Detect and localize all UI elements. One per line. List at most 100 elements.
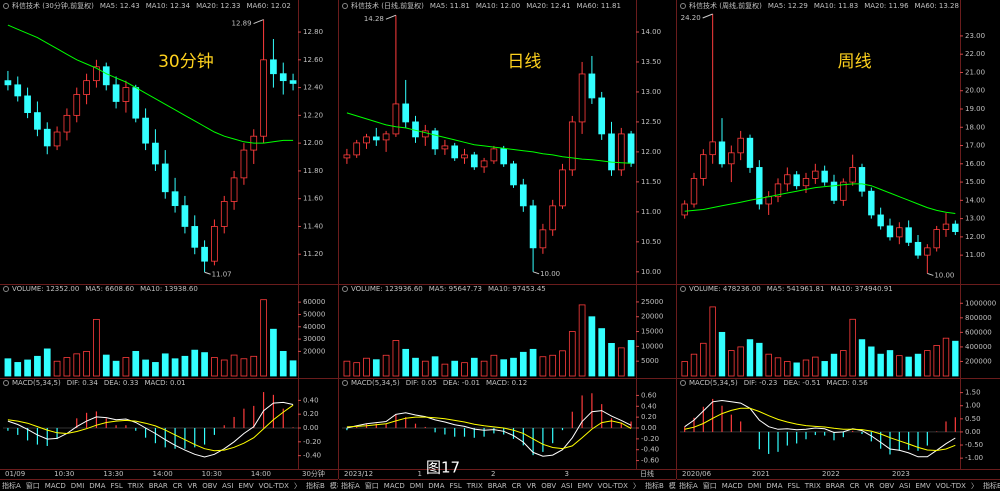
ma60-line	[684, 183, 956, 214]
x-tick-label: 14:00	[153, 470, 173, 478]
tab[interactable]: OBV	[541, 482, 556, 490]
candle-body	[840, 181, 847, 201]
candle-body	[181, 205, 189, 227]
candle-body	[122, 87, 130, 102]
tab[interactable]: 指标B	[983, 481, 1000, 490]
tab[interactable]: EMV	[577, 482, 592, 490]
volume-bar	[746, 339, 754, 377]
tab[interactable]: CR	[512, 482, 522, 490]
y-tick-label: 60000	[303, 298, 325, 306]
tab[interactable]: VOL-TDX	[598, 482, 629, 490]
tab[interactable]: 〉	[294, 482, 301, 490]
legend-item: MA20: 12.41	[526, 2, 570, 10]
tab[interactable]: ASI	[561, 482, 572, 490]
tab[interactable]: DMA	[428, 482, 444, 490]
candle-body	[559, 169, 566, 207]
candle-body	[63, 114, 71, 133]
dif-line	[684, 399, 956, 458]
candle-body	[73, 94, 81, 116]
legend-item: DEA: 0.33	[104, 379, 139, 387]
tab[interactable]: BRAR	[826, 482, 845, 490]
candle-body	[568, 121, 576, 171]
candle-body	[461, 154, 468, 159]
tab[interactable]: 〉	[971, 482, 978, 490]
volume-bar	[211, 357, 218, 377]
y-tick-label: 12.00	[965, 233, 985, 241]
period-title: 日线	[507, 52, 541, 72]
tab[interactable]: OBV	[879, 482, 894, 490]
candle-body	[858, 167, 866, 192]
tab[interactable]: TRIX	[804, 482, 821, 490]
tab[interactable]: 模板	[669, 481, 683, 490]
tab[interactable]: FSL	[111, 482, 123, 490]
tab[interactable]: MACD	[384, 482, 405, 490]
tab[interactable]: DMI	[410, 482, 424, 490]
volume-bar	[765, 353, 772, 377]
tab[interactable]: DMI	[748, 482, 762, 490]
tab[interactable]: MACD	[45, 482, 66, 490]
y-tick-label: 16.00	[965, 160, 985, 168]
tab[interactable]: OBV	[202, 482, 217, 490]
y-tick-label: 50000	[303, 310, 325, 318]
tab[interactable]: FSL	[788, 482, 800, 490]
tab[interactable]: 指标B	[645, 481, 664, 490]
candle-body	[598, 97, 606, 135]
tab[interactable]: TRIX	[127, 482, 144, 490]
volume-bar	[112, 360, 120, 377]
x-tick-label: 3	[565, 470, 569, 478]
legend-item: DIF: -0.23	[744, 379, 778, 387]
tab[interactable]: DMI	[71, 482, 85, 490]
tab[interactable]: VR	[188, 482, 198, 490]
tab[interactable]: TRIX	[466, 482, 483, 490]
legend-item: 科信技术 (30分钟,前复权)	[12, 1, 94, 10]
tab[interactable]: 指标B	[306, 481, 325, 490]
legend-item: MA10: 12.34	[146, 2, 191, 10]
tab[interactable]: ASI	[899, 482, 910, 490]
tab[interactable]: 窗口	[26, 481, 40, 490]
legend-item: VOLUME: 123936.60	[351, 285, 423, 293]
volume-bar	[627, 340, 635, 377]
volume-bar	[392, 340, 400, 377]
tab[interactable]: EMV	[915, 482, 930, 490]
candle-body	[510, 163, 517, 186]
candle-body	[289, 80, 297, 84]
period-title: 30分钟	[158, 52, 214, 72]
x-tick-label: 1	[418, 470, 422, 478]
tab[interactable]: EMV	[238, 482, 253, 490]
tab[interactable]: 模板	[330, 481, 344, 490]
tab[interactable]: VR	[527, 482, 537, 490]
y-tick-label: 11.40	[303, 222, 323, 230]
tab[interactable]: DMA	[766, 482, 782, 490]
volume-bar	[382, 354, 390, 377]
candle-body	[270, 59, 277, 75]
tab[interactable]: BRAR	[488, 482, 507, 490]
tab[interactable]: 〉	[633, 482, 640, 490]
tab[interactable]: ASI	[222, 482, 233, 490]
tab[interactable]: BRAR	[149, 482, 168, 490]
candle-body	[24, 95, 31, 113]
tab[interactable]: 指标A	[341, 481, 360, 490]
x-tick-label: 2021	[752, 470, 770, 478]
volume-bar	[500, 359, 508, 377]
tab[interactable]: VOL-TDX	[936, 482, 967, 490]
legend-item: MA20: 12.33	[196, 2, 240, 10]
tab[interactable]: 指标A	[679, 481, 698, 490]
tab[interactable]: 窗口	[703, 481, 717, 490]
tab[interactable]: VOL-TDX	[259, 482, 290, 490]
tab[interactable]: MACD	[722, 482, 743, 490]
y-tick-label: 20000	[303, 347, 325, 355]
x-tick-label: 13:30	[103, 470, 123, 478]
legend-item: MA5: 6608.60	[85, 285, 134, 293]
candle-body	[774, 183, 782, 198]
y-tick-label: 0.20	[641, 413, 657, 421]
tab[interactable]: 窗口	[365, 481, 379, 490]
tab[interactable]: VR	[865, 482, 875, 490]
tab[interactable]: FSL	[450, 482, 462, 490]
tab[interactable]: 指标A	[2, 481, 21, 490]
tab[interactable]: CR	[173, 482, 183, 490]
tab[interactable]: DMA	[89, 482, 105, 490]
legend-item: MA10: 13938.60	[140, 285, 198, 293]
y-tick-label: 30000	[303, 335, 325, 343]
x-tick-label: 10:30	[54, 470, 74, 478]
tab[interactable]: CR	[850, 482, 860, 490]
